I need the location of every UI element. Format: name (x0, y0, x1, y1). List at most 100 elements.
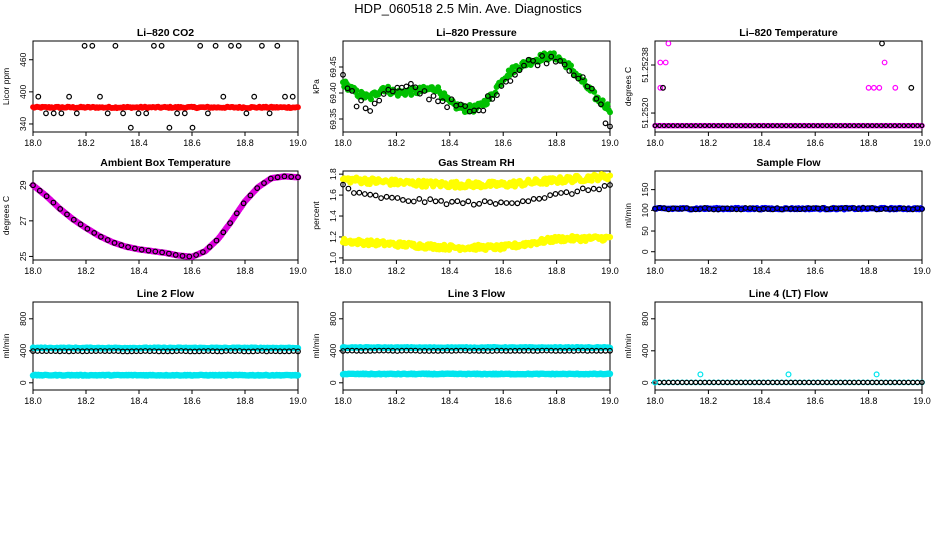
data-point (780, 122, 787, 129)
data-point (240, 200, 247, 207)
series-1 (340, 50, 613, 116)
data-point (376, 97, 383, 104)
data-point (707, 122, 714, 129)
data-point (855, 379, 862, 386)
data-point (720, 123, 726, 129)
data-point (448, 96, 455, 103)
data-point (892, 84, 899, 91)
panel-title: Line 3 Flow (448, 288, 506, 300)
x-tick-label: 19.0 (601, 396, 619, 406)
data-point (77, 221, 84, 228)
data-point (790, 122, 797, 129)
data-point (838, 123, 843, 129)
data-point (860, 123, 866, 129)
data-point (901, 379, 907, 386)
data-point (706, 379, 713, 386)
data-point (593, 95, 600, 102)
data-point (351, 190, 357, 196)
data-point (842, 379, 848, 386)
data-point (514, 200, 521, 207)
data-point (713, 122, 720, 129)
data-point (199, 249, 206, 256)
y-tick-label: 800 (18, 311, 28, 325)
data-point (910, 379, 916, 386)
x-tick-label: 19.0 (913, 138, 931, 148)
data-point (380, 91, 387, 97)
data-point (259, 42, 265, 49)
y-axis-label: ml/min (623, 203, 633, 228)
y-tick-label: 51.25238 (640, 47, 650, 83)
series-1 (29, 173, 302, 260)
data-point (349, 87, 356, 94)
y-tick-label: 1.0 (328, 252, 338, 264)
data-point (371, 100, 378, 107)
y-axis-label: kPa (311, 79, 321, 94)
data-point (890, 122, 897, 129)
data-point (563, 189, 570, 196)
data-point (797, 123, 803, 129)
data-point (66, 93, 72, 100)
y-tick-label: 800 (328, 311, 338, 325)
x-tick-label: 18.0 (24, 138, 42, 148)
data-point (747, 123, 753, 129)
data-point (760, 379, 767, 386)
y-tick-label: 1.4 (328, 210, 338, 222)
series-2 (35, 42, 296, 131)
data-point (657, 122, 664, 129)
data-point (869, 123, 875, 129)
data-point (907, 122, 914, 129)
data-point (887, 379, 894, 386)
x-tick-label: 18.4 (441, 266, 459, 276)
data-point (112, 42, 119, 49)
data-point (801, 379, 808, 386)
data-point (657, 84, 664, 91)
x-tick-label: 18.8 (236, 266, 254, 276)
data-point (874, 123, 880, 129)
data-point (702, 123, 708, 129)
x-tick-label: 18.6 (183, 138, 201, 148)
data-point (228, 42, 234, 49)
data-point (368, 96, 375, 103)
plot-frame (32, 170, 299, 261)
data-point (679, 379, 685, 386)
data-point (824, 379, 830, 386)
x-tick-label: 18.4 (130, 266, 148, 276)
x-tick-label: 18.6 (183, 266, 201, 276)
chart-panel-9: Line 4 (LT) Flow 18.0 18.2 18.4 18.6 18.8 19.0… (623, 288, 931, 406)
data-point (530, 57, 536, 64)
y-tick-label: 1.6 (328, 189, 338, 201)
data-point (883, 379, 889, 386)
data-point (104, 110, 111, 117)
data-point (725, 123, 730, 129)
x-tick-label: 18.4 (130, 396, 148, 406)
data-point (356, 189, 363, 196)
y-tick-label: 400 (18, 84, 28, 98)
data-point (847, 123, 852, 129)
data-point (919, 123, 925, 129)
data-point (602, 120, 609, 127)
data-point (454, 198, 461, 205)
data-point (800, 122, 806, 129)
data-point (738, 123, 744, 129)
data-point (607, 123, 613, 130)
data-point (435, 98, 441, 105)
panel-title: Li–820 CO2 (137, 27, 194, 39)
data-point (548, 53, 555, 60)
series-3 (30, 348, 301, 355)
y-tick-label: 1.2 (328, 231, 338, 243)
y-tick-label: 400 (18, 343, 28, 357)
panel-title: Line 4 (LT) Flow (749, 288, 829, 300)
data-point (606, 109, 613, 116)
data-point (883, 123, 889, 129)
data-point (512, 71, 518, 78)
data-point (674, 379, 681, 386)
data-point (783, 123, 789, 129)
data-point (507, 78, 514, 84)
data-point (389, 194, 395, 201)
series-2 (652, 204, 925, 213)
y-tick-label: 69.35 (328, 108, 338, 130)
data-point (509, 200, 515, 207)
x-tick-label: 18.2 (700, 138, 718, 148)
data-point (481, 198, 488, 205)
